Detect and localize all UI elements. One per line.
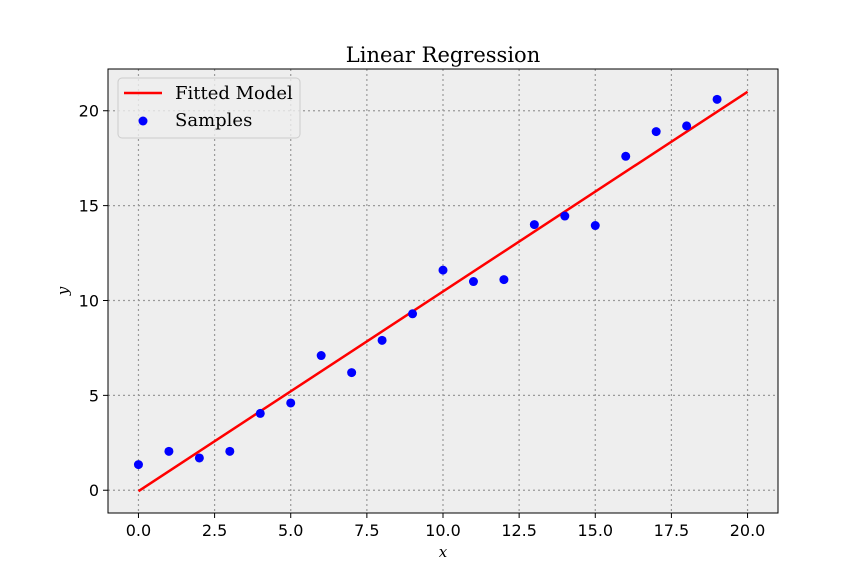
chart-title: Linear Regression: [346, 43, 540, 67]
x-axis-label: x: [439, 543, 448, 561]
sample-point: [164, 446, 174, 456]
x-tick-label: 20.0: [730, 521, 766, 540]
legend-box: [117, 77, 301, 139]
sample-point: [712, 94, 722, 104]
x-tick-label: 7.5: [354, 521, 379, 540]
sample-point: [529, 220, 539, 230]
y-tick-label: 5: [89, 386, 99, 405]
sample-point: [316, 351, 326, 361]
x-tick-label: 2.5: [202, 521, 227, 540]
legend-label-samples: Samples: [175, 110, 252, 131]
legend: Fitted Model Samples: [117, 77, 301, 139]
legend-label-fitted-model: Fitted Model: [175, 83, 293, 104]
sample-point: [286, 398, 296, 408]
sample-point: [621, 151, 631, 161]
sample-point: [590, 221, 600, 231]
x-tick-label: 5.0: [278, 521, 303, 540]
legend-marker-swatch: [138, 116, 148, 126]
x-tick-label: 17.5: [654, 521, 690, 540]
sample-point: [651, 127, 661, 137]
y-axis-label: y: [54, 286, 72, 296]
y-tick-label: 15: [79, 197, 99, 216]
sample-point: [408, 309, 418, 319]
sample-point: [194, 453, 204, 463]
sample-point: [468, 277, 478, 287]
sample-point: [255, 408, 265, 418]
sample-point: [133, 460, 143, 470]
x-tick-label: 10.0: [425, 521, 461, 540]
fitted-model-line: [137, 90, 749, 493]
y-tick-label: 20: [79, 102, 99, 121]
sample-point: [347, 368, 357, 378]
series-layer: [133, 90, 749, 493]
y-tick-label: 0: [89, 481, 99, 500]
x-tick-label: 12.5: [501, 521, 537, 540]
sample-point: [560, 211, 570, 221]
sample-point: [682, 121, 692, 131]
sample-point: [499, 275, 509, 285]
sample-point: [438, 265, 448, 275]
y-tick-label: 10: [79, 291, 99, 310]
sample-point: [377, 335, 387, 345]
sample-point: [225, 446, 235, 456]
x-tick-label: 15.0: [577, 521, 613, 540]
x-tick-label: 0.0: [126, 521, 151, 540]
ticks: 0.0 2.5 5.0 7.5 10.0 12.5 15.0 17.5 20.0 0 5 10 15 20: [79, 102, 766, 540]
